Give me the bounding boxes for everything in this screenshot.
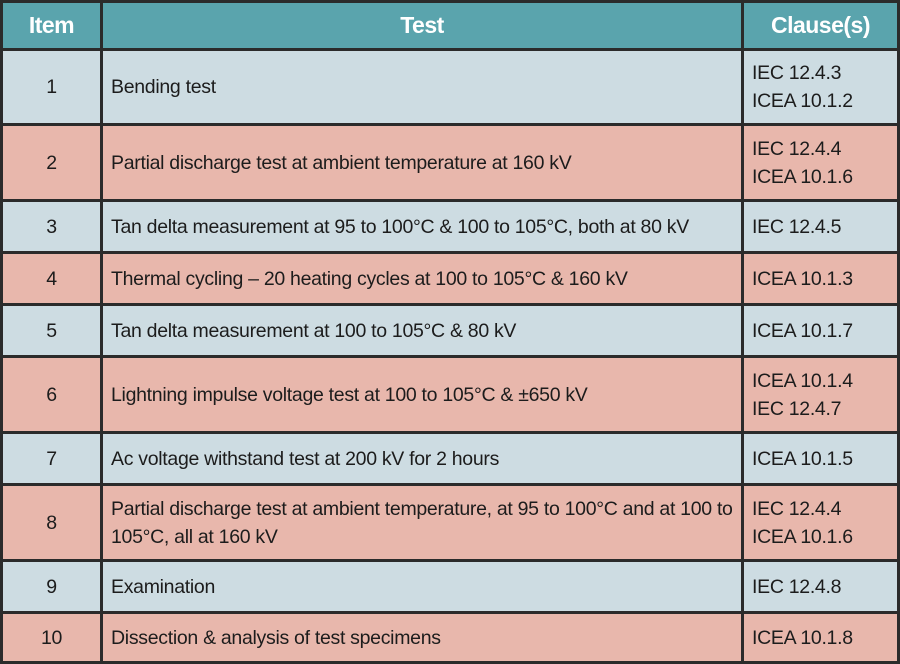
test-description: Ac voltage withstand test at 200 kV for …: [103, 434, 741, 483]
item-number: 8: [3, 486, 100, 559]
clause-reference: IEC 12.4.8: [752, 575, 842, 598]
item-number: 9: [3, 562, 100, 611]
table-row: 3 Tan delta measurement at 95 to 100°C & …: [3, 202, 897, 251]
table-row: 8 Partial discharge test at ambient tempe…: [3, 486, 897, 559]
clause-cell: IEC 12.4.5: [744, 202, 897, 251]
item-number: 5: [3, 306, 100, 355]
table-row: 9 Examination IEC 12.4.8: [3, 562, 897, 611]
clause-reference: ICEA 10.1.6: [752, 525, 853, 548]
clause-cell: ICEA 10.1.3: [744, 254, 897, 303]
item-number: 2: [3, 126, 100, 199]
header-row: Item Test Clause(s): [3, 3, 897, 48]
item-number: 10: [3, 614, 100, 661]
table-row: 6 Lightning impulse voltage test at 100 t…: [3, 358, 897, 431]
clause-reference: ICEA 10.1.7: [752, 319, 853, 342]
clause-cell: IEC 12.4.4 ICEA 10.1.6: [744, 486, 897, 559]
table-row: 2 Partial discharge test at ambient tempe…: [3, 126, 897, 199]
test-description: Dissection & analysis of test specimens: [103, 614, 741, 661]
clause-reference: IEC 12.4.4: [752, 137, 842, 160]
test-description: Partial discharge test at ambient temper…: [103, 126, 741, 199]
test-description: Tan delta measurement at 100 to 105°C & …: [103, 306, 741, 355]
clause-reference: ICEA 10.1.3: [752, 267, 853, 290]
clause-reference: IEC 12.4.4: [752, 497, 842, 520]
test-description: Tan delta measurement at 95 to 100°C & 1…: [103, 202, 741, 251]
test-description: Bending test: [103, 51, 741, 123]
table-row: 4 Thermal cycling – 20 heating cycles at …: [3, 254, 897, 303]
table-row: 10 Dissection & analysis of test specimen…: [3, 614, 897, 661]
clause-cell: ICEA 10.1.8: [744, 614, 897, 661]
clause-reference: IEC 12.4.3: [752, 62, 842, 84]
header-test: Test: [103, 3, 741, 48]
item-number: 1: [3, 51, 100, 123]
table-row: 1 Bending test IEC 12.4.3 ICEA 10.1.2: [3, 51, 897, 123]
item-number: 7: [3, 434, 100, 483]
clause-reference: ICEA 10.1.5: [752, 447, 853, 470]
clause-cell: ICEA 10.1.7: [744, 306, 897, 355]
test-description: Partial discharge test at ambient temper…: [103, 486, 741, 559]
test-description: Examination: [103, 562, 741, 611]
clause-reference: ICEA 10.1.4: [752, 369, 853, 392]
table-body: 1 Bending test IEC 12.4.3 ICEA 10.1.2 2 Parti…: [3, 51, 897, 661]
test-description: Lightning impulse voltage test at 100 to…: [103, 358, 741, 431]
test-description: Thermal cycling – 20 heating cycles at 1…: [103, 254, 741, 303]
table-row: 5 Tan delta measurement at 100 to 105°C &…: [3, 306, 897, 355]
clause-cell: ICEA 10.1.5: [744, 434, 897, 483]
clause-cell: IEC 12.4.4 ICEA 10.1.6: [744, 126, 897, 199]
header-clauses: Clause(s): [744, 3, 897, 48]
item-number: 4: [3, 254, 100, 303]
clause-reference: ICEA 10.1.8: [752, 626, 853, 649]
clause-cell: IEC 12.4.3 ICEA 10.1.2: [744, 51, 897, 123]
clause-reference: ICEA 10.1.6: [752, 165, 853, 188]
table-row: 7 Ac voltage withstand test at 200 kV for…: [3, 434, 897, 483]
clause-reference: IEC 12.4.7: [752, 397, 842, 420]
header-item: Item: [3, 3, 100, 48]
clause-reference: IEC 12.4.5: [752, 215, 842, 238]
clause-cell: ICEA 10.1.4 IEC 12.4.7: [744, 358, 897, 431]
item-number: 3: [3, 202, 100, 251]
item-number: 6: [3, 358, 100, 431]
clause-reference: ICEA 10.1.2: [752, 90, 853, 112]
clause-cell: IEC 12.4.8: [744, 562, 897, 611]
